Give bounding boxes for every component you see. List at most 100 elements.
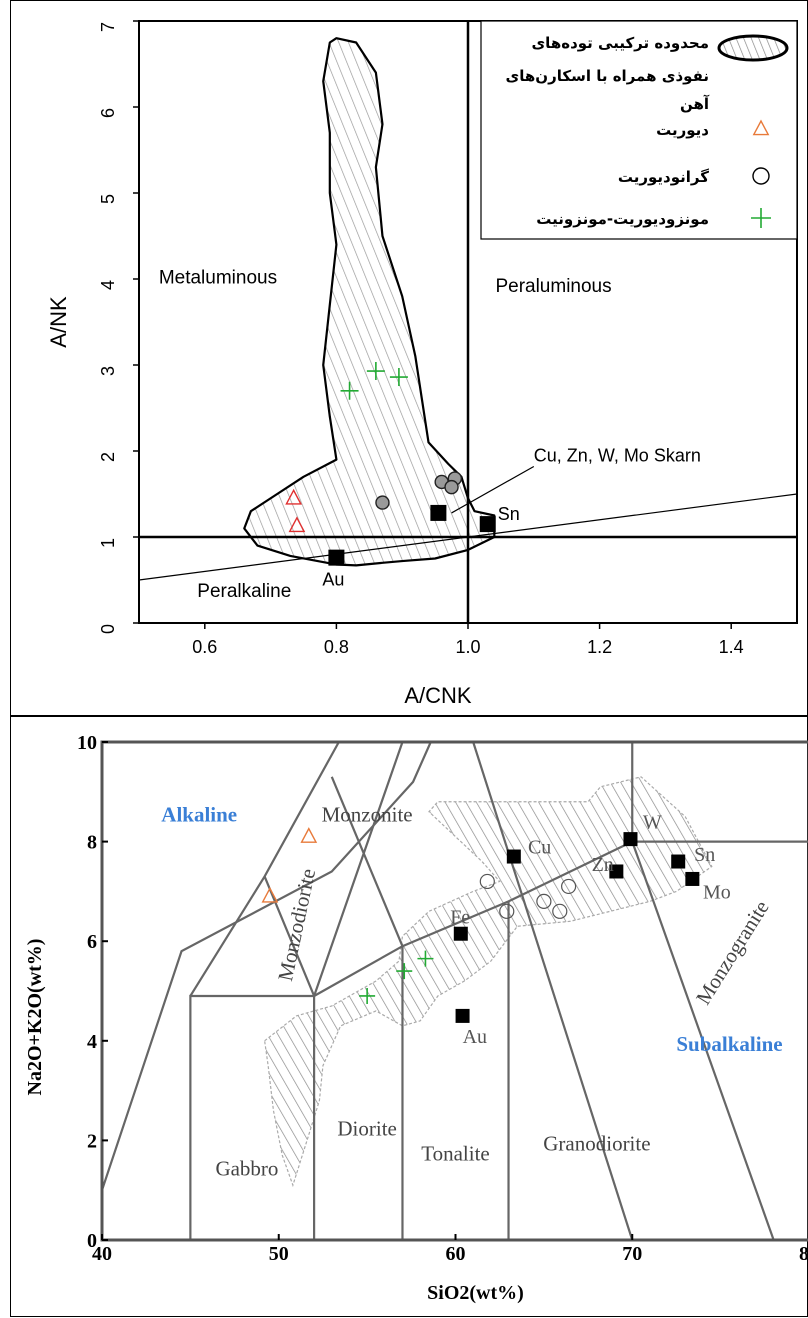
granodiorite-point bbox=[444, 479, 459, 495]
field-label: Metaluminous bbox=[159, 267, 277, 288]
series-label: Alkaline bbox=[161, 803, 237, 827]
skarn-point bbox=[453, 926, 468, 941]
skarn-label: Zn bbox=[592, 854, 614, 876]
diorite-point bbox=[261, 886, 279, 903]
legend-entry-label: دیوریت bbox=[656, 121, 709, 139]
x-tick-label: 0.6 bbox=[192, 637, 217, 657]
y-tick-label: 8 bbox=[87, 832, 97, 854]
iron-skarn-field bbox=[243, 37, 496, 567]
field-label: Peraluminous bbox=[495, 276, 611, 297]
classification-line bbox=[189, 994, 316, 1240]
monzo-point bbox=[340, 381, 359, 400]
x-tick-label: 0.8 bbox=[324, 637, 349, 657]
rock-field-label: Monzogranite bbox=[691, 896, 774, 1009]
series-label: Subalkaline bbox=[676, 1032, 782, 1056]
rock-field-label: Tonalite bbox=[421, 1141, 490, 1165]
skarn-point bbox=[623, 832, 638, 847]
rock-field-label: Monzonite bbox=[322, 803, 413, 827]
skarn-point bbox=[430, 504, 447, 521]
legend-title-line: آهن bbox=[680, 95, 710, 113]
skarn-label: Fe bbox=[450, 906, 470, 928]
x-tick-label: 70 bbox=[622, 1243, 642, 1265]
y-tick-label: 5 bbox=[98, 194, 118, 204]
annotation-leader bbox=[451, 465, 535, 514]
acnk-ank-chart: 0.6 0.8 1.0 1.2 1.4 0 1 2 3 4 5 6 7 A/CNK A/NK Metalumi… bbox=[46, 20, 798, 708]
skarn-point bbox=[506, 849, 521, 864]
classification-line bbox=[330, 776, 404, 947]
legend-title-line: محدوده ترکیبی توده‌های bbox=[531, 34, 709, 52]
classification-line bbox=[263, 876, 316, 997]
y-tick-label: 7 bbox=[98, 22, 118, 32]
y-tick-label: 6 bbox=[87, 931, 97, 953]
y-axis-label: A/NK bbox=[46, 296, 71, 348]
y-tick-label: 4 bbox=[87, 1031, 97, 1053]
y-tick-label: 2 bbox=[98, 452, 118, 462]
y-tick-label: 3 bbox=[98, 366, 118, 376]
skarn-label: Sn bbox=[694, 844, 715, 866]
skarn-annotation: Cu, Zn, W, Mo Skarn bbox=[534, 445, 701, 465]
granodiorite-point bbox=[479, 873, 495, 890]
monzo-point bbox=[366, 362, 385, 381]
field-label: Peralkaline bbox=[197, 581, 291, 602]
x-axis-label: SiO2(wt%) bbox=[427, 1282, 524, 1304]
classification-line bbox=[189, 741, 340, 997]
monzo-point bbox=[396, 963, 413, 980]
monzo-point bbox=[359, 987, 376, 1004]
granodiorite-point bbox=[375, 495, 390, 510]
rock-field-label: Gabbro bbox=[215, 1156, 278, 1180]
classification-line bbox=[313, 741, 404, 997]
skarn-point bbox=[685, 871, 700, 886]
legend-circle-icon bbox=[752, 167, 770, 185]
y-axis-label: Na2O+K2O(wt%) bbox=[24, 939, 46, 1096]
classification-line bbox=[313, 840, 808, 997]
x-tick-label: 40 bbox=[92, 1243, 112, 1265]
skarn-point bbox=[671, 854, 686, 869]
skarn-point bbox=[455, 1008, 470, 1023]
y-tick-label: 6 bbox=[98, 108, 118, 118]
tas-diagram-panel: 40 50 60 70 80 0 2 4 6 8 10 SiO2(wt%) Na2O+K2O(wt%) A… bbox=[10, 716, 808, 1317]
acnk-ank-diagram-panel: 0.6 0.8 1.0 1.2 1.4 0 1 2 3 4 5 6 7 A/CNK A/NK Metalumi… bbox=[10, 0, 808, 716]
samples bbox=[261, 827, 577, 1004]
iron-skarn-field bbox=[263, 776, 713, 1188]
rock-field-label: Diorite bbox=[337, 1116, 396, 1140]
monzo-point bbox=[417, 950, 434, 967]
monzo-point bbox=[389, 368, 408, 387]
x-tick-label: 1.4 bbox=[719, 637, 744, 657]
y-tick-label: 0 bbox=[87, 1230, 97, 1252]
skarn-point bbox=[479, 516, 496, 533]
granodiorite-point bbox=[561, 878, 577, 895]
skarn-label: Cu bbox=[528, 837, 551, 859]
legend-field-swatch bbox=[717, 34, 789, 62]
skarn-label: W bbox=[643, 812, 662, 834]
legend-entry-label: گرانودیوریت bbox=[618, 168, 709, 186]
classification-line bbox=[100, 741, 432, 1191]
x-tick-label: 80 bbox=[799, 1243, 808, 1265]
tas-chart: 40 50 60 70 80 0 2 4 6 8 10 SiO2(wt%) Na2O+K2O(wt%) A… bbox=[24, 732, 808, 1304]
skarn-point bbox=[328, 549, 345, 566]
legend-entry-label: مونزودیوریت-مونزونیت bbox=[536, 210, 709, 228]
x-axis-label: A/CNK bbox=[404, 683, 472, 708]
diorite-point bbox=[285, 488, 302, 505]
classification-line bbox=[631, 841, 775, 1241]
legend-title-line: نفوذی همراه با اسکارن‌های bbox=[506, 67, 709, 85]
y-tick-label: 0 bbox=[98, 624, 118, 634]
rock-field-label: Monzodiorite bbox=[273, 866, 320, 983]
x-tick-label: 1.2 bbox=[587, 637, 612, 657]
classification-line bbox=[472, 741, 634, 1241]
samples bbox=[285, 362, 463, 533]
x-tick-label: 50 bbox=[269, 1243, 289, 1265]
skarn-point bbox=[609, 864, 624, 879]
skarn-label: Sn bbox=[498, 504, 520, 524]
y-tick-label: 1 bbox=[98, 538, 118, 548]
granodiorite-point bbox=[536, 893, 552, 909]
skarn-label: Au bbox=[463, 1026, 487, 1048]
y-tick-label: 2 bbox=[87, 1130, 97, 1152]
granodiorite-point bbox=[499, 903, 515, 919]
skarn-label: Au bbox=[322, 570, 344, 590]
diorite-point bbox=[300, 827, 318, 843]
y-tick-label: 10 bbox=[77, 732, 97, 754]
skarn-label: Mo bbox=[703, 881, 731, 903]
peralkaline-line bbox=[138, 493, 798, 581]
legend-plus-icon bbox=[751, 208, 771, 228]
